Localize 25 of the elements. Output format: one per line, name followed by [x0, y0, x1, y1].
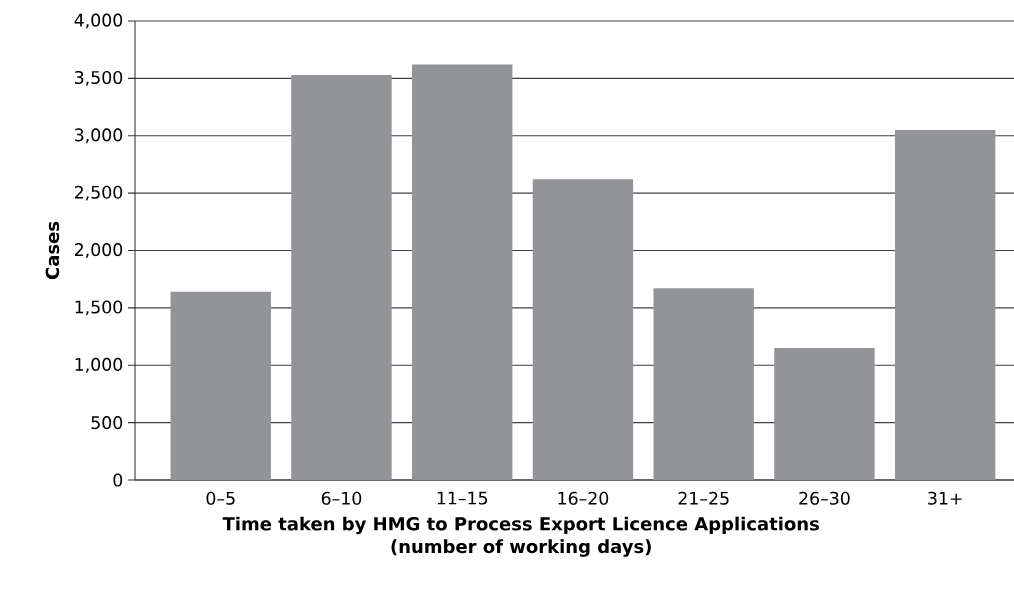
y-tick-label: 2,000 [74, 243, 123, 258]
bar [412, 64, 513, 480]
x-tick-label: 31+ [928, 491, 962, 505]
x-axis-title: Time taken by HMG to Process Export Licence Applications (number of working days) [222, 516, 819, 557]
y-tick-label: 3,500 [75, 70, 123, 86]
x-tick-label: 26–30 [799, 491, 850, 505]
x-tick-label: 21–25 [678, 491, 729, 505]
x-tick-label: 16–20 [558, 491, 609, 505]
bar [291, 74, 392, 480]
x-tick-label: 0–5 [206, 491, 235, 505]
bar [894, 130, 996, 480]
bar [774, 348, 875, 480]
x-tick-label: 6–10 [321, 491, 362, 505]
y-tick-label: 3,000 [75, 128, 123, 144]
y-tick-label: 0 [113, 473, 123, 487]
y-axis-title: Cases [45, 221, 60, 280]
bar [532, 179, 634, 480]
y-tick-label: 4,000 [74, 13, 123, 29]
bar [653, 288, 754, 480]
y-tick-label: 1,000 [75, 357, 123, 373]
y-tick-label: 500 [91, 416, 123, 430]
y-tick-label: 1,500 [75, 300, 123, 316]
bar [170, 291, 271, 480]
x-tick-label: 11–15 [437, 491, 488, 505]
y-tick-label: 2,500 [74, 185, 123, 201]
